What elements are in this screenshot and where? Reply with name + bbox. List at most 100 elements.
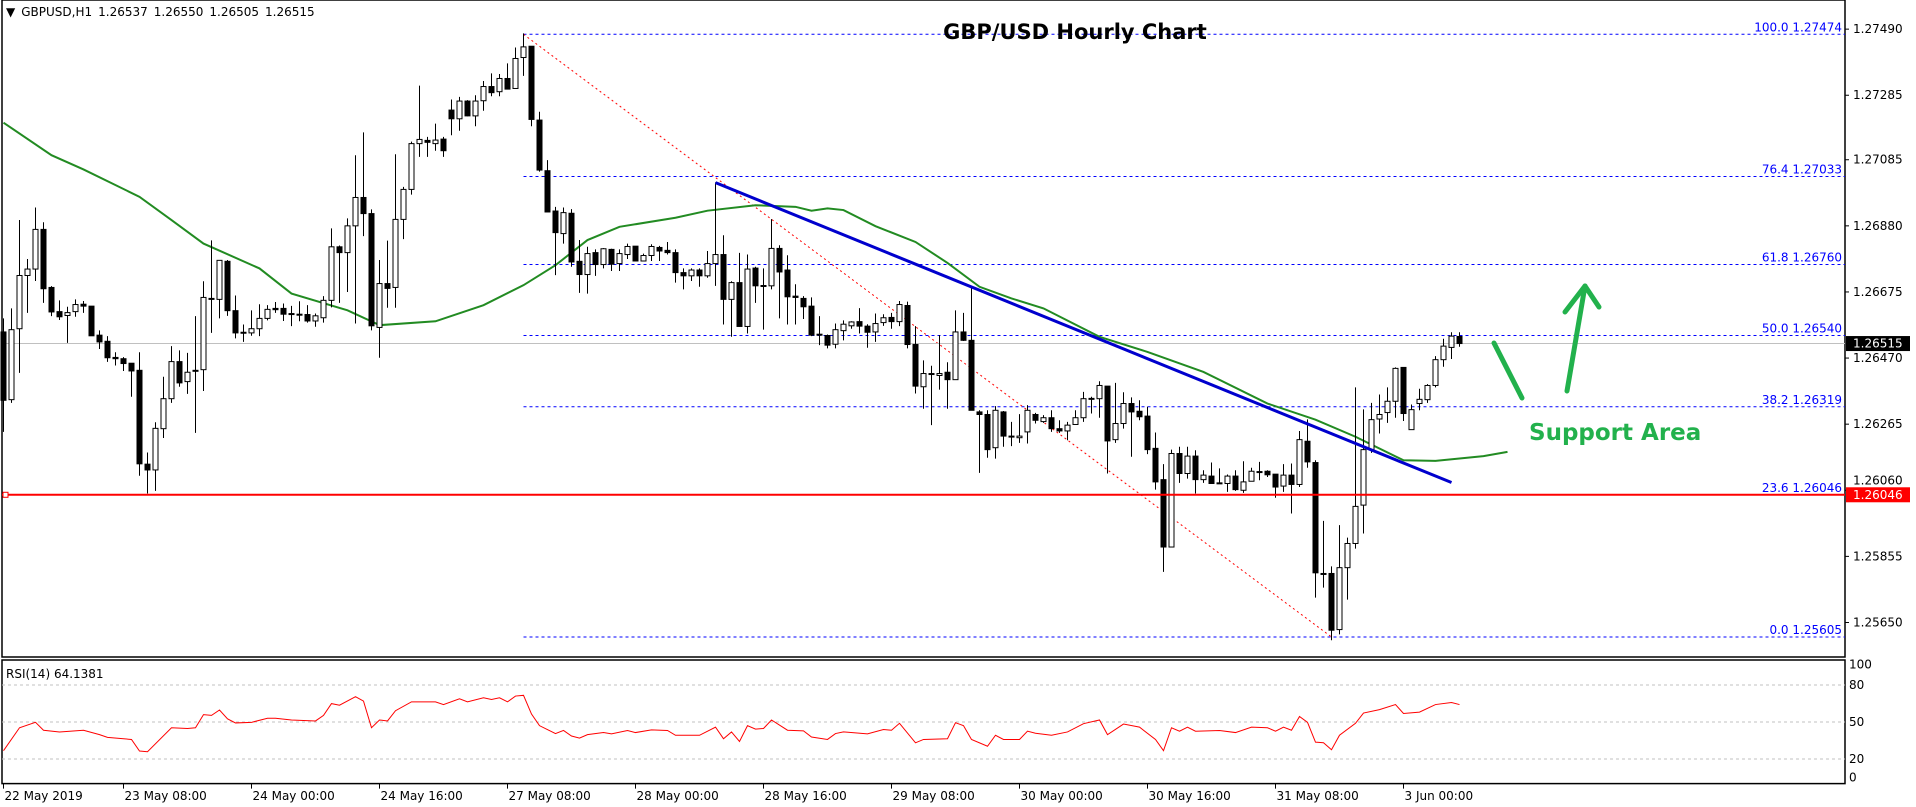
- candle: [696, 268, 703, 287]
- candle: [624, 243, 631, 260]
- candle-body: [1320, 572, 1327, 575]
- fib-level-label: 38.2 1.26319: [1762, 393, 1842, 407]
- candle-body: [1128, 403, 1135, 413]
- candle: [816, 316, 823, 346]
- candle-body: [8, 329, 15, 401]
- fib-level-label: 76.4 1.27033: [1762, 163, 1842, 177]
- candle: [960, 312, 967, 341]
- support-line-handle[interactable]: [2, 491, 9, 498]
- candle: [472, 95, 479, 127]
- candle-body: [1136, 410, 1143, 418]
- candle-body: [304, 314, 311, 322]
- candle: [896, 300, 903, 327]
- rsi-axis-label: 20: [1849, 752, 1864, 766]
- candle: [480, 81, 487, 111]
- candle: [712, 182, 719, 286]
- candle-body: [392, 218, 399, 288]
- candle-body: [800, 297, 807, 308]
- candle-body: [1096, 384, 1103, 400]
- candle-body: [168, 361, 175, 400]
- candle-body: [1256, 471, 1263, 474]
- candle-body: [952, 331, 959, 381]
- candle-body: [1272, 473, 1279, 488]
- up-arrow-head-icon: [1562, 283, 1602, 315]
- candle-body: [760, 285, 767, 288]
- candle-body: [624, 245, 631, 256]
- time-axis-label: 24 May 16:00: [381, 789, 463, 803]
- candle: [1376, 394, 1383, 434]
- candle: [56, 300, 63, 321]
- candle-body: [864, 325, 871, 333]
- candle: [1176, 446, 1183, 483]
- price-axis-label: 1.26265: [1853, 417, 1903, 431]
- candle: [384, 240, 391, 308]
- candle-body: [1280, 474, 1287, 487]
- candle-body: [672, 252, 679, 274]
- candle: [400, 186, 407, 240]
- candle-body: [272, 307, 279, 311]
- candle-body: [1304, 440, 1311, 463]
- open-value: 1.26537: [98, 5, 148, 19]
- rsi-label: RSI(14) 64.1381: [6, 667, 104, 681]
- candle: [704, 250, 711, 278]
- price-axis-label: 1.26060: [1853, 473, 1903, 487]
- candle-body: [328, 246, 335, 301]
- candle-body: [1232, 475, 1239, 491]
- candle-body: [1224, 475, 1231, 485]
- candle: [80, 300, 87, 313]
- candle-body: [1152, 447, 1159, 483]
- candle-body: [112, 356, 119, 360]
- candle: [968, 287, 975, 411]
- candle-body: [224, 260, 231, 312]
- candle: [1200, 470, 1207, 483]
- candle-body: [792, 295, 799, 298]
- candle: [368, 209, 375, 331]
- candle: [296, 301, 303, 322]
- candle-body: [1432, 359, 1439, 386]
- candle: [312, 313, 319, 327]
- candle-body: [424, 139, 431, 143]
- candle: [552, 206, 559, 276]
- candle: [1272, 473, 1279, 498]
- fib-level-label: 23.6 1.26046: [1762, 481, 1842, 495]
- candle: [48, 286, 55, 317]
- candle: [1368, 402, 1375, 453]
- candle-body: [352, 196, 359, 227]
- candle-body: [80, 303, 87, 307]
- candle: [200, 281, 207, 391]
- candle-body: [720, 254, 727, 300]
- candle-body: [944, 371, 951, 381]
- candle: [832, 323, 839, 349]
- candle: [640, 253, 647, 262]
- candle-body: [1328, 572, 1335, 631]
- candle-body: [696, 269, 703, 277]
- candle: [600, 248, 607, 269]
- candle: [904, 301, 911, 349]
- triangle-down-icon[interactable]: ▼: [6, 5, 16, 19]
- candle-body: [752, 267, 759, 287]
- candle-body: [456, 100, 463, 120]
- candle-body: [136, 369, 143, 465]
- candle-body: [480, 86, 487, 102]
- candle-body: [320, 299, 327, 319]
- price-axis-label: 1.25650: [1853, 615, 1903, 629]
- candle-body: [616, 253, 623, 265]
- candle-body: [840, 323, 847, 332]
- candle: [488, 73, 495, 97]
- candle-body: [784, 269, 791, 298]
- candle: [608, 248, 615, 271]
- candle: [8, 308, 15, 403]
- candle: [128, 362, 135, 397]
- time-axis-label: 29 May 08:00: [893, 789, 975, 803]
- candle-body: [728, 282, 735, 300]
- candle: [40, 222, 47, 303]
- candle-body: [464, 100, 471, 117]
- candle: [680, 268, 687, 290]
- candle-body: [24, 268, 31, 277]
- candle: [872, 313, 879, 342]
- candle: [528, 45, 535, 127]
- candle: [280, 303, 287, 321]
- candle: [1232, 470, 1239, 491]
